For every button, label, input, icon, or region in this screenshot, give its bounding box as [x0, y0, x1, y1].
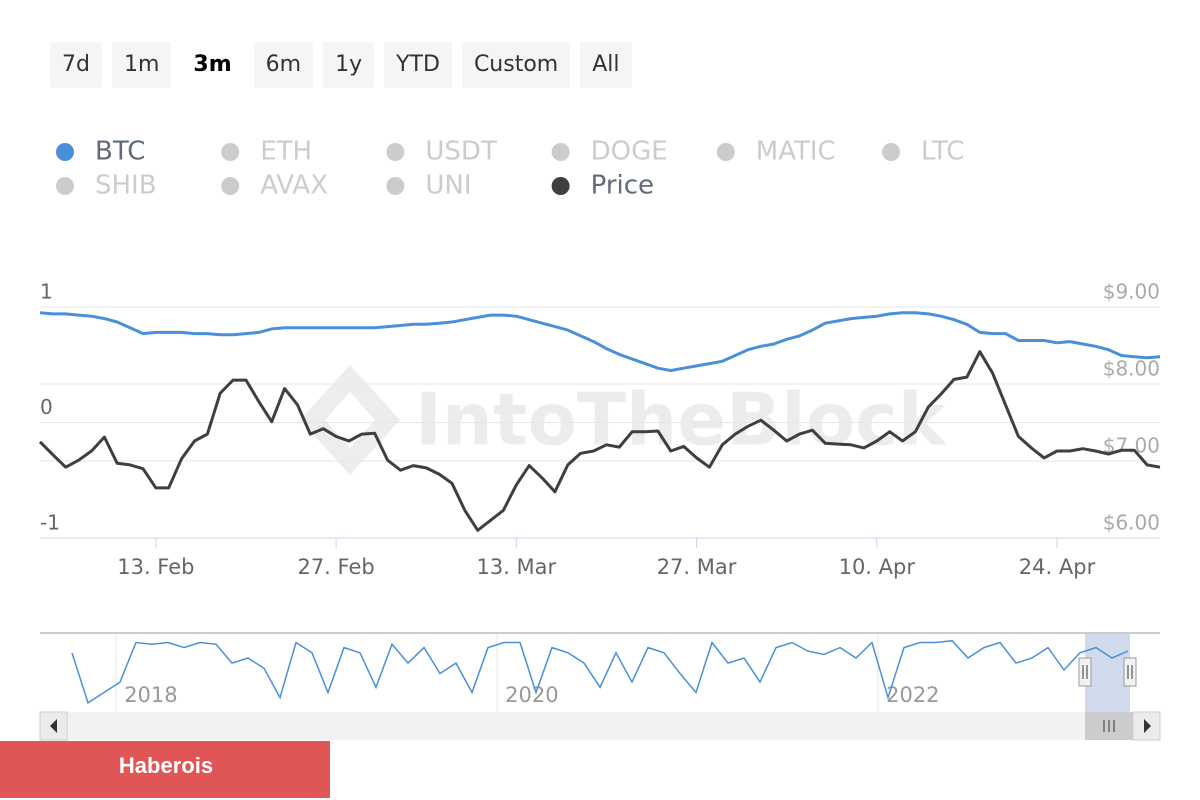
legend-label[interactable]: UNI [425, 171, 471, 201]
legend-marker [386, 177, 405, 195]
legend-marker [551, 177, 570, 195]
y-tick-label: 0 [40, 395, 53, 419]
legend-marker [716, 143, 735, 161]
range-button[interactable]: All [580, 42, 632, 88]
scrollbar-track [40, 712, 1160, 740]
legend-label[interactable]: USDT [425, 137, 497, 167]
x-tick-label: 13. Feb [117, 555, 194, 579]
range-button[interactable]: 6m [253, 42, 314, 88]
legend-label[interactable]: AVAX [260, 171, 328, 201]
banner [0, 741, 330, 798]
legend-marker [56, 143, 74, 161]
x-tick-label: 24. Apr [1019, 555, 1096, 579]
y-tick-label: 1 [40, 280, 53, 304]
navigator-handle[interactable] [1078, 657, 1092, 687]
y-tick-label: -1 [40, 511, 60, 535]
watermark-logo [300, 365, 400, 475]
legend-label[interactable]: ETH [260, 137, 312, 167]
x-tick-label: 13. Mar [476, 555, 556, 579]
legend-label[interactable]: DOGE [591, 137, 668, 167]
range-button[interactable]: 7d [50, 42, 102, 88]
range-button[interactable]: YTD [384, 42, 452, 88]
legend-marker [386, 143, 405, 161]
legend-label[interactable]: LTC [921, 137, 964, 167]
handle-grip [1082, 665, 1088, 679]
range-button[interactable]: 3m [181, 42, 244, 88]
range-selector: 7d 1m 3m 6m 1y YTD Custom All [50, 42, 632, 88]
y2-tick-label: $6.00 [1103, 511, 1160, 535]
x-tick-label: 10. Apr [839, 555, 916, 579]
series-line [39, 311, 1161, 372]
legend-label[interactable]: MATIC [756, 137, 836, 167]
handle-grip [1127, 665, 1133, 679]
y2-tick-label: $8.00 [1103, 357, 1160, 381]
navigator-handle[interactable] [1123, 657, 1137, 687]
legend-label[interactable]: Price [591, 171, 654, 201]
range-button[interactable]: Custom [461, 42, 571, 88]
thumb-grip [1103, 720, 1115, 732]
navigator-line [71, 639, 1129, 704]
legend-marker [56, 177, 74, 195]
x-tick-label: 27. Feb [297, 555, 374, 579]
legend-marker [221, 143, 240, 161]
navigator-tick-label: 2022 [886, 683, 939, 707]
watermark-group: IntoTheBlock [300, 365, 948, 475]
legend-marker [551, 143, 570, 161]
x-tick-label: 27. Mar [657, 555, 737, 579]
navigator-window[interactable] [1085, 633, 1130, 712]
watermark: IntoTheBlock [415, 378, 948, 462]
range-button[interactable]: 1y [323, 42, 375, 88]
range-button[interactable]: 1m [111, 42, 172, 88]
legend-marker [221, 177, 240, 195]
series-line [38, 350, 1161, 532]
legend-label[interactable]: SHIB [95, 171, 157, 201]
arrow [50, 719, 57, 733]
navigator-tick-label: 2020 [505, 683, 558, 707]
banner-text: Haberois [119, 753, 213, 778]
y2-tick-label: $9.00 [1103, 280, 1160, 304]
legend-marker [882, 143, 900, 161]
arrow [1144, 719, 1151, 733]
legend-label[interactable]: BTC [95, 137, 145, 167]
navigator-tick-label: 2018 [124, 683, 177, 707]
